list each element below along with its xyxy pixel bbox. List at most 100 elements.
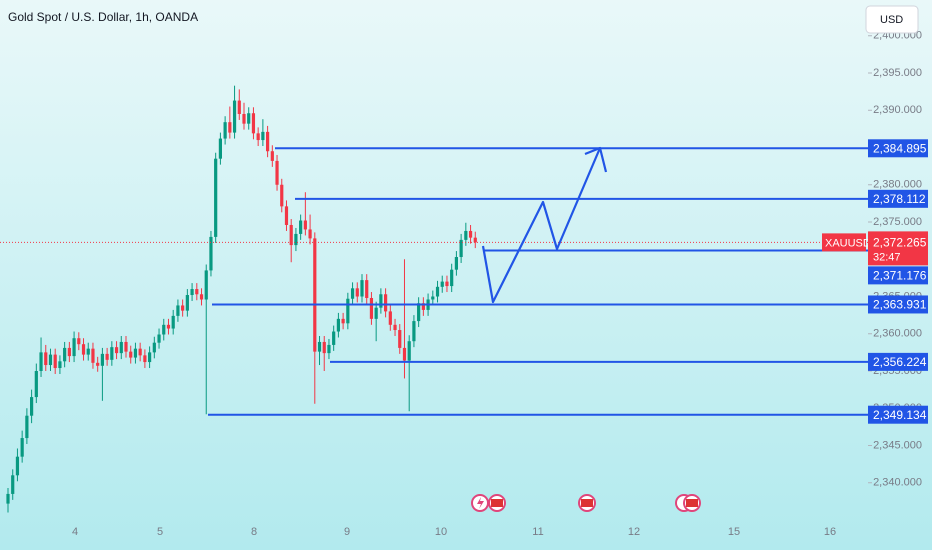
candle-body	[58, 361, 62, 369]
candle-body	[360, 280, 364, 297]
currency-button[interactable]	[865, 5, 919, 34]
candle-body	[454, 257, 458, 270]
candle-body	[110, 347, 114, 360]
level-label: 2,363.931	[873, 298, 927, 312]
candle-body	[100, 353, 104, 366]
candle-body	[81, 344, 86, 355]
candle-body	[407, 341, 411, 361]
candle-body	[6, 493, 10, 504]
projection-path	[481, 147, 602, 304]
candle-body	[341, 318, 345, 324]
candle-body	[289, 224, 293, 246]
candle-body	[63, 347, 67, 362]
candle-body	[294, 233, 298, 246]
candle-body	[129, 351, 133, 358]
candle-body	[171, 315, 175, 329]
level-label-box	[868, 189, 928, 208]
level-label: 2,349.134	[873, 408, 927, 422]
candle-body	[284, 206, 289, 225]
flag	[686, 499, 698, 507]
event-icon-bolt	[477, 497, 484, 509]
candle-body	[445, 281, 449, 287]
candle-body	[138, 348, 142, 356]
candle-body	[275, 160, 279, 185]
candle-body	[223, 122, 227, 139]
candle-body	[421, 303, 425, 310]
candles	[6, 85, 477, 513]
y-tick-label: 2,345.000	[873, 439, 922, 451]
y-tick-label: 2,360.000	[873, 328, 922, 340]
last-price-box	[868, 231, 928, 266]
candle-body	[86, 348, 90, 355]
candle-body	[11, 475, 15, 494]
currency-label: USD	[880, 14, 903, 26]
x-tick-label: 16	[824, 526, 836, 538]
candle-body	[261, 131, 265, 141]
candle-body	[317, 341, 322, 352]
chart-title: Gold Spot / U.S. Dollar, 1h, OANDA	[8, 10, 198, 24]
level-label-box	[868, 352, 928, 371]
symbol-label: XAUUSD	[825, 237, 871, 249]
time-axis: 4 5 8 9 10 11 12 15 16	[72, 526, 836, 538]
candle-body	[67, 347, 71, 357]
candle-body	[105, 353, 109, 360]
candle-body	[431, 296, 435, 300]
candle-body	[15, 456, 20, 476]
candle-body	[148, 352, 152, 363]
candle-body	[181, 305, 185, 311]
candle-body	[346, 298, 350, 324]
candle-body	[157, 334, 161, 343]
x-tick-label: 15	[728, 526, 740, 538]
candle-body	[195, 289, 199, 295]
candle-body	[313, 238, 317, 352]
candle-body	[166, 324, 171, 329]
x-tick-label: 12	[628, 526, 640, 538]
candle-body	[350, 288, 355, 299]
candle-body	[308, 229, 312, 239]
candle-body	[355, 288, 359, 297]
candle-body	[299, 220, 303, 234]
y-tick-label: 2,390.000	[873, 104, 922, 116]
candle-body	[398, 330, 402, 348]
y-tick-label: 2,340.000	[873, 477, 922, 489]
candle-body	[77, 338, 81, 345]
candle-body	[388, 311, 392, 325]
candle-body	[303, 220, 307, 230]
candle-body	[412, 321, 416, 342]
candle-body	[369, 297, 374, 319]
levels	[0, 147, 868, 416]
candle-body	[48, 354, 53, 366]
x-tick-label: 8	[251, 526, 257, 538]
candle-body	[322, 341, 326, 354]
level-label: 2,371.176	[873, 269, 927, 283]
candle-body	[162, 324, 166, 335]
last-price-label: 2,372.265	[873, 236, 927, 250]
level-label: 2,356.224	[873, 355, 927, 369]
candle-body	[280, 184, 284, 207]
candle-body	[91, 348, 95, 363]
x-tick-label: 4	[72, 526, 78, 538]
candle-body	[176, 305, 180, 316]
candle-body	[473, 237, 477, 243]
candle-body	[119, 341, 123, 354]
candle-body	[384, 294, 388, 312]
level-label: 2,378.112	[873, 192, 926, 206]
candle-body	[435, 286, 440, 297]
candle-body	[72, 338, 76, 357]
price-labels: 2,384.895 2,378.112 2,371.176 2,363.931 2,35…	[822, 139, 928, 424]
candle-body	[44, 352, 48, 366]
candle-body	[237, 100, 241, 114]
candle-body	[402, 347, 407, 361]
flag	[491, 499, 503, 507]
candle-body	[152, 342, 156, 353]
candle-body	[459, 239, 463, 258]
y-tick-label: 2,375.000	[873, 216, 922, 228]
x-tick-label: 9	[344, 526, 350, 538]
countdown-label: 32:47	[873, 251, 901, 263]
candle-body	[365, 280, 369, 298]
candle-body	[327, 344, 331, 354]
candle-body	[266, 131, 270, 152]
candle-body	[417, 303, 421, 322]
